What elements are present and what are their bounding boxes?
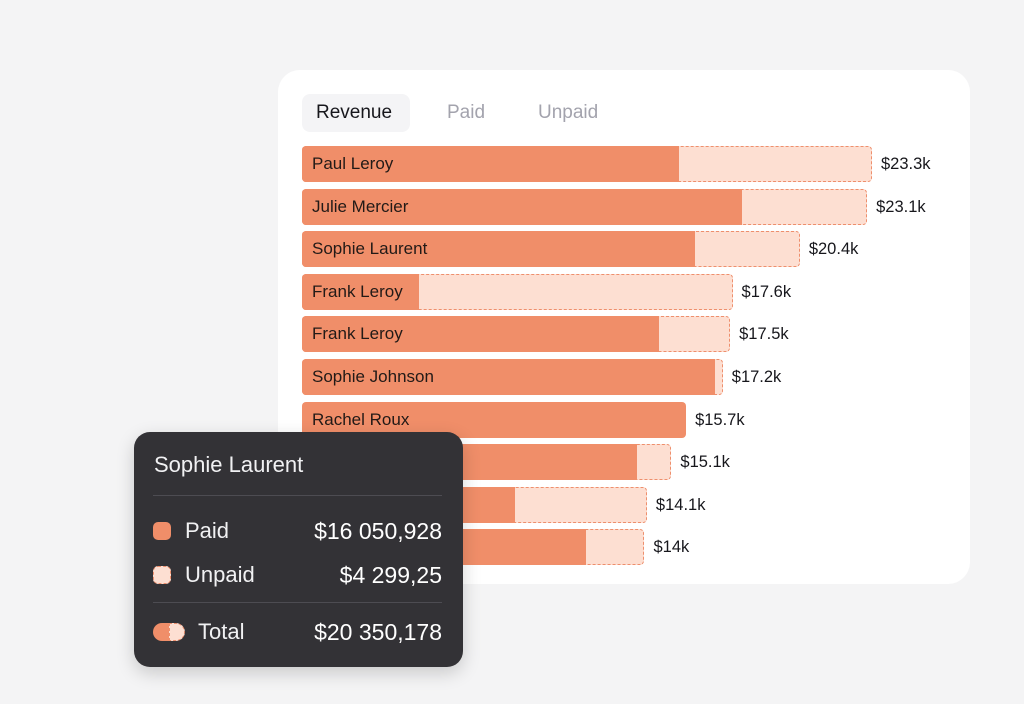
bar-value-label: $17.2k xyxy=(731,368,782,386)
tooltip-unpaid-label: Unpaid xyxy=(185,562,255,587)
tab-paid[interactable]: Paid xyxy=(447,102,486,123)
tooltip-paid-value: $16 050,928 xyxy=(314,518,442,544)
bar-paid[interactable] xyxy=(302,316,660,353)
bar-value-label: $23.1k xyxy=(876,197,926,216)
bar-paid[interactable] xyxy=(302,401,687,438)
tooltip-paid-label: Paid xyxy=(185,518,230,543)
unpaid-swatch-icon xyxy=(153,566,171,584)
bar-value-label: $15.1k xyxy=(680,453,730,472)
bar-row[interactable]: Rachel Roux $15.7k xyxy=(302,401,766,438)
bar-row[interactable]: Frank Leroy $17.6k xyxy=(302,273,813,310)
tooltip-unpaid-value: $4 299,25 xyxy=(339,562,442,588)
bar-paid[interactable] xyxy=(302,359,716,395)
bar-paid[interactable] xyxy=(302,188,743,225)
bar-row[interactable]: Frank Leroy $17.5k xyxy=(302,316,810,353)
tab-revenue[interactable]: Revenue xyxy=(302,94,410,132)
bar-label: Rachel Roux xyxy=(312,409,410,429)
revenue-card: Revenue Paid Unpaid Paul Leroy $23.3k Juli… xyxy=(278,70,970,584)
bar-paid[interactable] xyxy=(302,273,420,310)
tab-unpaid[interactable]: Unpaid xyxy=(538,102,599,123)
bar-row[interactable]: Julie Mercier $23.1k xyxy=(302,188,947,225)
tooltip-total-value: $20 350,178 xyxy=(314,619,442,645)
bar-value-label: $17.5k xyxy=(739,325,789,344)
bar-tooltip: Sophie Laurent Paid $16 050,928 Unpaid $… xyxy=(134,432,463,667)
tooltip-title: Sophie Laurent xyxy=(154,452,304,477)
bar-value-label: $14k xyxy=(653,538,690,557)
bar-value-label: $17.6k xyxy=(741,282,792,301)
tooltip-row-total: Total $20 350,178 xyxy=(153,616,442,646)
bar-label: Frank Leroy xyxy=(312,281,403,301)
bar-paid[interactable] xyxy=(302,231,695,268)
bar-value-label: $14.1k xyxy=(655,495,706,514)
bar-label: Sophie Johnson xyxy=(312,367,434,386)
bar-row[interactable]: Sophie Laurent $20.4k xyxy=(302,231,880,268)
tooltip-divider xyxy=(153,495,442,496)
bar-label: Sophie Laurent xyxy=(312,239,428,259)
tooltip-divider xyxy=(153,602,442,603)
bar-value-label: $23.3k xyxy=(881,155,931,173)
bar-paid[interactable] xyxy=(302,146,679,182)
bar-row[interactable]: Sophie Johnson $17.2k xyxy=(302,359,803,395)
bar-label: Frank Leroy xyxy=(312,324,403,344)
total-swatch-icon xyxy=(153,623,185,641)
bar-label: Julie Mercier xyxy=(312,196,409,216)
tooltip-total-label: Total xyxy=(198,619,245,644)
bar-row[interactable]: Paul Leroy $23.3k xyxy=(302,146,952,182)
revenue-bar-chart: Paul Leroy $23.3k Julie Mercier $23.1k Sophi… xyxy=(302,146,952,566)
paid-swatch-icon xyxy=(153,522,171,540)
tooltip-row-paid: Paid $16 050,928 xyxy=(153,515,442,545)
bar-label: Paul Leroy xyxy=(312,154,394,173)
tooltip-row-unpaid: Unpaid $4 299,25 xyxy=(153,559,442,589)
bar-value-label: $15.7k xyxy=(695,410,745,429)
bar-value-label: $20.4k xyxy=(808,240,859,259)
